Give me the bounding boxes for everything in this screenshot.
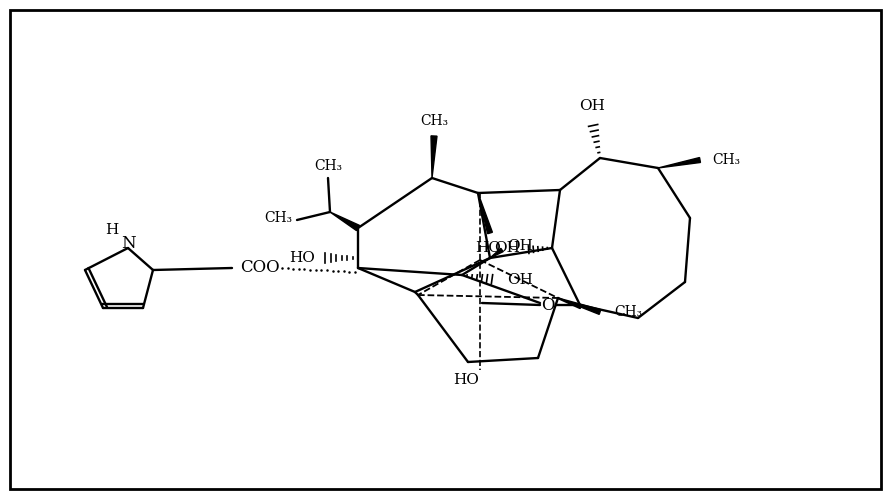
- Text: HO: HO: [475, 241, 501, 255]
- Text: OH: OH: [507, 239, 533, 253]
- Polygon shape: [658, 158, 700, 168]
- Text: COO: COO: [241, 259, 280, 276]
- Text: H: H: [105, 223, 119, 237]
- Text: CH₃: CH₃: [420, 114, 448, 128]
- Text: CH₃: CH₃: [314, 159, 342, 173]
- Text: CH₃: CH₃: [712, 153, 740, 167]
- Text: O: O: [541, 296, 555, 313]
- Text: CH₃: CH₃: [264, 211, 292, 225]
- Text: OH: OH: [507, 273, 533, 287]
- Text: HO: HO: [289, 251, 315, 265]
- Polygon shape: [490, 249, 503, 258]
- Polygon shape: [431, 136, 437, 178]
- Polygon shape: [478, 193, 493, 234]
- Polygon shape: [558, 298, 601, 314]
- Text: HO: HO: [453, 373, 479, 387]
- Text: OH: OH: [495, 241, 520, 255]
- Text: OH: OH: [579, 99, 605, 113]
- Text: CH₃: CH₃: [614, 305, 642, 319]
- FancyBboxPatch shape: [10, 10, 881, 489]
- Text: N: N: [120, 235, 135, 251]
- Polygon shape: [330, 212, 359, 231]
